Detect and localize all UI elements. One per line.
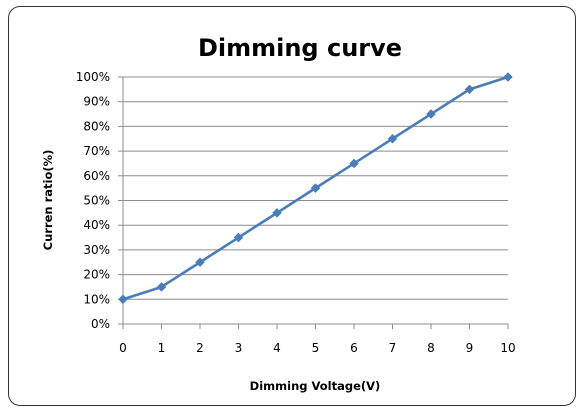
y-tick-label: 0% <box>91 317 110 331</box>
x-tick-label: 8 <box>427 341 435 355</box>
data-point-marker <box>156 282 167 292</box>
y-tick-label: 100% <box>76 70 110 84</box>
axes <box>118 76 509 329</box>
data-point-marker <box>349 158 359 169</box>
data-point-marker <box>464 84 475 95</box>
x-axis-title: Dimming Voltage(V) <box>250 379 381 393</box>
y-tick-label: 70% <box>83 144 110 158</box>
y-tick-label: 10% <box>83 292 110 306</box>
y-tick-label: 60% <box>83 169 110 183</box>
x-tick-label: 5 <box>312 341 320 355</box>
x-tick-labels: 0 1 2 3 4 5 6 7 8 9 10 <box>119 341 515 355</box>
x-tick-label: 6 <box>350 341 358 355</box>
data-point-marker <box>387 133 398 144</box>
y-tick-label: 80% <box>83 119 110 133</box>
x-tick-label: 3 <box>235 341 243 355</box>
y-tick-label: 50% <box>83 194 110 208</box>
x-tick-label: 4 <box>273 341 281 355</box>
y-axis-title: Curren ratio(%) <box>41 150 55 251</box>
y-tick-label: 40% <box>83 218 110 232</box>
data-point-marker <box>310 183 321 194</box>
x-tick-label: 9 <box>466 341 474 355</box>
data-point-marker <box>118 294 128 305</box>
series-dimming-curve <box>118 72 513 305</box>
y-tick-label: 20% <box>83 268 110 282</box>
x-tick-label: 1 <box>158 341 166 355</box>
data-point-marker <box>272 207 282 218</box>
x-tick-label: 7 <box>389 341 397 355</box>
chart-title: Dimming curve <box>198 34 402 62</box>
x-tick-label: 0 <box>119 341 127 355</box>
y-tick-label: 30% <box>83 243 110 257</box>
gridlines <box>123 76 508 300</box>
x-tick-label: 2 <box>196 341 204 355</box>
y-tick-labels: 0% 10% 20% 30% 40% 50% 60% 70% 80% 90% 100% <box>76 70 110 331</box>
x-tick-label: 10 <box>500 341 515 355</box>
chart-frame <box>8 6 576 406</box>
data-point-marker <box>195 257 205 268</box>
y-tick-label: 90% <box>83 95 110 109</box>
data-point-marker <box>233 232 244 243</box>
data-point-marker <box>426 109 436 119</box>
data-point-marker <box>503 72 513 82</box>
